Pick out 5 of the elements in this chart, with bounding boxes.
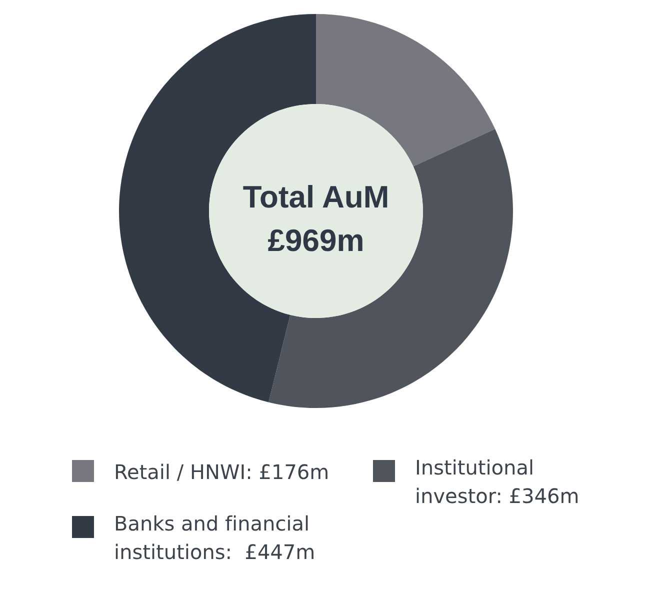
legend-label: Institutional investor: £346m [416,459,578,504]
legend-label: Banks and financial institutions: £447m [116,515,314,560]
text: Total AuM £969m [243,184,388,252]
donut-slice [316,14,496,166]
legend-label: Retail / HNWI: £176m [116,464,328,481]
